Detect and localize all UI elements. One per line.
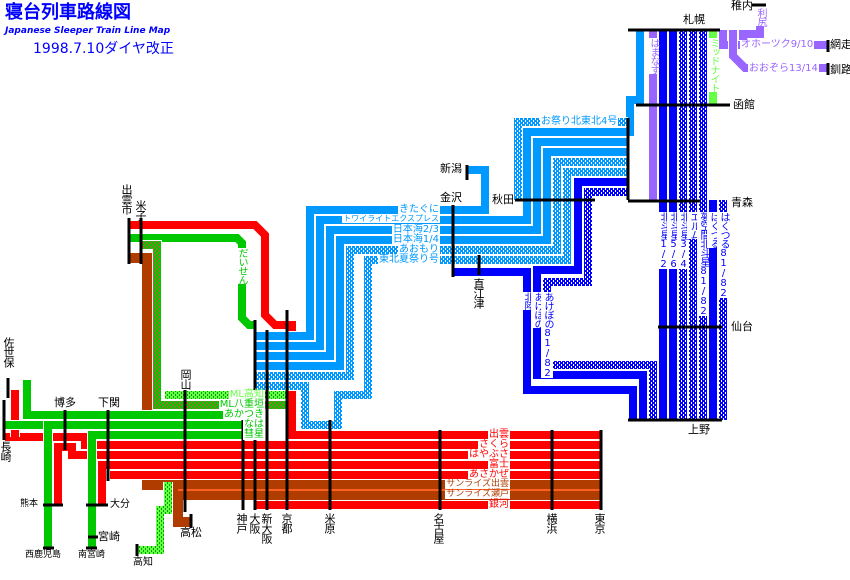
route-naha	[44, 421, 265, 548]
station-kushiro: 釧路	[830, 63, 850, 76]
route-sunrise_seto	[173, 490, 600, 527]
route-fuji	[98, 461, 600, 505]
train-label-elm: エルム	[687, 212, 699, 239]
station-oita: 大分	[110, 499, 130, 510]
train-label-akatsuki: あかつき	[223, 409, 265, 420]
route-hayabusa	[54, 443, 600, 505]
station-sendai: 仙台	[731, 320, 753, 333]
revision-date: 1998.7.10ダイヤ改正	[33, 41, 174, 57]
train-label-kitaguni: きたぐに	[398, 204, 440, 215]
route-kitaguni	[255, 166, 489, 340]
station-nagoya: 名古屋	[432, 513, 445, 543]
station-naoetsu: 直江津	[472, 278, 485, 308]
train-label-hokutosei12: 北斗星1/2	[657, 212, 669, 269]
train-label-sunrise-izumo: サンライズ出雲	[445, 479, 510, 489]
train-label-okhotsk: オホーツク9/10	[740, 39, 815, 50]
train-label-aomori: あおもり	[398, 244, 440, 255]
station-yonago: 米子	[134, 200, 147, 220]
train-label-ml-yaegaki: ML八重垣	[218, 399, 265, 410]
station-ueno: 上野	[688, 423, 710, 436]
train-label-hayabusa: はやぶさ	[468, 449, 510, 460]
station-minamimiyazaki: 南宮崎	[78, 550, 106, 560]
station-sasebo: 佐世保	[2, 337, 15, 367]
train-label-nihonkai23: 日本海2/3	[391, 224, 440, 235]
station-maibara: 米原	[323, 513, 336, 533]
station-shimonoseki: 下関	[98, 396, 120, 409]
train-label-sunrise-seto: サンライズ瀬戸	[445, 489, 510, 499]
train-label-akebono: あけぼの	[531, 292, 543, 328]
train-label-fuji: 富士	[488, 459, 510, 470]
station-izumoshi: 出雲市	[120, 184, 133, 214]
route-ml_kochi	[137, 482, 172, 554]
station-shinosaka: 新大阪	[260, 513, 273, 543]
route-suisei	[88, 431, 265, 548]
train-label-sakura: さくら	[478, 439, 510, 450]
train-label-nihonkai14: 日本海1/4	[391, 234, 440, 245]
train-label-hokutosei34: 北斗星3/4	[677, 212, 689, 269]
train-label-omatsuri: お祭り北東北4号	[540, 116, 619, 127]
station-osaka: 大阪	[248, 513, 261, 533]
station-kanazawa: 金沢	[440, 191, 462, 204]
train-label-suisei: 彗星	[243, 429, 265, 440]
train-label-midnight: ミッドナイト	[707, 38, 719, 92]
train-label-izumo: 出雲	[488, 429, 510, 440]
page-subtitle: Japanese Sleeper Train Line Map	[5, 26, 171, 36]
train-label-tohoku-natsumatsuri: 東北夏祭り号	[378, 254, 440, 265]
station-akita: 秋田	[492, 193, 514, 206]
route-tohoku_natsumatsuri	[255, 168, 628, 429]
station-miyazaki: 宮崎	[98, 530, 120, 543]
train-label-asakaze: あさかぜ	[468, 469, 510, 480]
train-label-daisen: だいせん	[235, 248, 247, 284]
train-label-hokutosei56: 北斗星5/6	[667, 212, 679, 269]
train-label-hakutsuru8182: はくつる81/82	[717, 212, 729, 298]
route-hokuriku	[453, 268, 637, 420]
station-niigata: 新潟	[440, 162, 462, 175]
route-akebono	[533, 178, 647, 420]
station-kyoto: 京都	[280, 513, 293, 533]
station-bars	[2, 3, 830, 556]
train-label-yume: 夢空間北斗星81/82	[697, 212, 709, 316]
station-yokohama: 横浜	[545, 513, 558, 533]
route-nihonkai14	[255, 148, 628, 370]
station-nishikagoshima: 西鹿児島	[25, 550, 62, 560]
train-label-twilight: トワイライトエクスプレス	[342, 214, 440, 223]
train-label-akebono8182: あけぼの81/82	[541, 292, 553, 378]
station-kumamoto: 熊本	[20, 499, 39, 509]
train-label-ginga: 銀河	[488, 499, 510, 510]
train-label-hakutsuru: はくつる	[707, 212, 719, 248]
train-label-rishiri: 利尻	[754, 8, 766, 26]
station-nagasaki: 長崎	[0, 441, 12, 461]
route-sunrise_izumo	[130, 253, 600, 490]
train-label-ozora: おおぞら13/14	[748, 63, 819, 74]
route-izumo	[130, 221, 600, 439]
train-label-hokuriku: 北陸	[521, 292, 533, 310]
station-okayama: 岡山	[179, 369, 192, 389]
train-label-ml-kochi: ML高知	[228, 389, 265, 400]
route-twilight	[255, 30, 644, 350]
train-label-naha: なは	[243, 419, 265, 430]
station-hakodate: 函館	[733, 98, 755, 111]
station-aomori: 青森	[731, 196, 753, 209]
station-hakata: 博多	[54, 396, 76, 409]
train-label-hamanasu: はまなす	[647, 38, 659, 74]
station-takamatsu: 高松	[180, 526, 202, 539]
station-abashiri: 網走	[830, 38, 850, 51]
station-tokyo: 東京	[593, 513, 606, 533]
station-sapporo: 札幌	[683, 13, 705, 26]
station-kobe: 神戸	[235, 513, 248, 533]
page-title: 寝台列車路線図	[5, 2, 131, 23]
station-wakkanai: 稚内	[731, 0, 753, 12]
route-akebono8182	[543, 188, 657, 420]
station-kochi: 高知	[133, 557, 153, 568]
